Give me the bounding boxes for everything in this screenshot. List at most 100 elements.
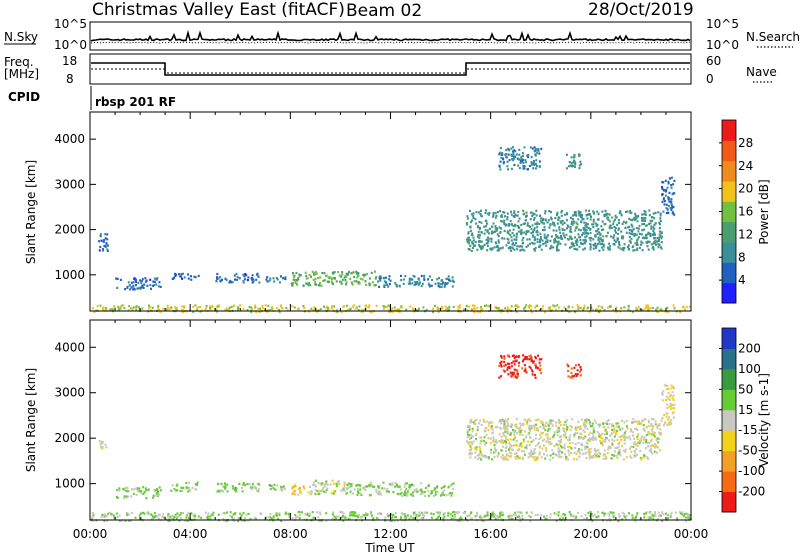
colorbar-segment: [722, 389, 736, 411]
echo-region-7: [310, 479, 347, 496]
freq-left-tick-bottom: 8: [66, 72, 74, 86]
velocity-ylabel: Slant Range [km]: [24, 368, 38, 472]
velocity-yaxis: 1000 2000 3000 4000: [54, 340, 691, 491]
ytick-label: 4000: [54, 132, 85, 146]
velocity-xticks: [89, 320, 692, 520]
nave-trace: [91, 68, 690, 74]
colorbar-tick-label: -200: [738, 485, 765, 499]
time-tick-label: 04:00: [173, 527, 208, 541]
time-tick-label: 20:00: [574, 527, 609, 541]
echo-region-1: [98, 233, 109, 252]
colorbar-tick-label: 50: [738, 382, 753, 396]
noise-search-trace: [90, 41, 690, 44]
velocity-colorbar-label: Velocity [m s-1]: [757, 373, 771, 467]
time-axis-labels: 00:00 04:00 08:00 12:00 16:00 20:00 00:00: [73, 527, 709, 541]
ytick-label: 1000: [54, 477, 85, 491]
colorbar-tick-label: -100: [738, 464, 765, 478]
colorbar-tick-label: 24: [738, 159, 753, 173]
echo-region-6: [290, 270, 379, 287]
ytick-label: 2000: [54, 223, 85, 237]
noise-panel-frame: [89, 21, 692, 51]
nave-right-tick-bottom: 0: [706, 72, 714, 86]
colorbar-tick-label: 8: [738, 250, 746, 264]
ytick-label: 4000: [54, 340, 85, 354]
colorbar-tick-label: -50: [738, 444, 758, 458]
colorbar-segment: [722, 140, 736, 162]
power-echoes: [91, 146, 691, 314]
echo-region-9: [465, 417, 663, 461]
echo-region-0: [91, 304, 691, 314]
time-tick-label: 08:00: [273, 527, 308, 541]
colorbar-segment: [722, 282, 736, 304]
station-title: Christmas Valley East (fitACF): [92, 0, 345, 20]
colorbar-tick-label: 100: [738, 362, 761, 376]
noise-right-tick-bottom: 10^0: [706, 38, 739, 52]
colorbar-segment: [722, 471, 736, 493]
noise-sky-trace: [90, 29, 691, 42]
echo-region-5: [265, 275, 287, 284]
echo-region-11: [566, 363, 583, 379]
power-yaxis: 1000 2000 3000 4000: [54, 132, 691, 282]
colorbar-segment: [722, 348, 736, 370]
power-ylabel: Slant Range [km]: [24, 160, 38, 264]
colorbar-tick-label: -15: [738, 423, 758, 437]
nave-label: Nave: [746, 65, 777, 79]
colorbar-segment: [722, 450, 736, 472]
velocity-echoes: [90, 354, 692, 523]
ytick-label: 3000: [54, 386, 85, 400]
freq-left-tick-top: 18: [62, 54, 77, 68]
ytick-label: 2000: [54, 431, 85, 445]
ytick-label: 3000: [54, 177, 85, 191]
colorbar-tick-label: 20: [738, 182, 753, 196]
echo-region-6: [291, 483, 312, 496]
echo-region-1: [98, 439, 108, 450]
colorbar-segment: [722, 181, 736, 202]
echo-region-8: [346, 481, 455, 498]
colorbar-segment: [722, 430, 736, 452]
colorbar-segment: [722, 160, 736, 182]
colorbar-segment: [722, 491, 736, 513]
echo-region-0: [90, 510, 692, 523]
colorbar-frame: [721, 327, 737, 513]
power-colorbar-label: Power [dB]: [757, 179, 771, 244]
colorbar-segment: [722, 328, 736, 349]
power-colorbar: 4 8 12 16 20 24 28: [719, 119, 753, 304]
echo-region-9: [498, 146, 543, 171]
noise-right-tick-top: 10^5: [706, 17, 739, 31]
echo-region-12: [661, 383, 676, 427]
colorbar-tick-label: 4: [738, 273, 746, 287]
colorbar-tick-label: 16: [738, 205, 753, 219]
echo-region-2: [116, 486, 162, 500]
colorbar-tick-label: 15: [738, 403, 753, 417]
power-panel: 1000 2000 3000 4000 Slant Range [km] 4 8 12 16…: [24, 111, 771, 314]
cpid-row: CPID rbsp 201 RF: [8, 86, 176, 110]
colorbar-tick-label: 28: [738, 136, 753, 150]
colorbar-segment: [722, 368, 736, 390]
echo-region-4: [216, 481, 261, 493]
noise-left-tick-top: 10^5: [54, 17, 87, 31]
colorbar-tick-label: 200: [738, 341, 761, 355]
echo-region-11: [661, 176, 676, 217]
echo-region-10: [498, 354, 543, 379]
colorbar-segment: [722, 221, 736, 243]
colorbar-segment: [722, 120, 736, 141]
echo-region-7: [378, 274, 455, 289]
noise-panel: N.Sky 10^5 10^0 10^5 10^0 N.Search: [4, 17, 800, 52]
frequency-trace: [91, 62, 690, 76]
noise-sky-label: N.Sky: [4, 30, 38, 44]
echo-region-8: [465, 209, 663, 253]
velocity-panel: 1000 2000 3000 4000 Slant Range [km] -200 -1…: [24, 319, 771, 523]
colorbar-segment: [722, 242, 736, 263]
date-label: 28/Oct/2019: [588, 0, 694, 20]
colorbar-segment: [722, 409, 736, 431]
frequency-panel: Freq. [MHz] 18 8 60 0 Nave: [4, 53, 777, 86]
cpid-label: CPID: [8, 90, 40, 104]
freq-label-line2: [MHz]: [4, 67, 39, 81]
noise-left-tick-bottom: 10^0: [54, 38, 87, 52]
time-tick-label: 16:00: [473, 527, 508, 541]
echo-region-3: [171, 272, 200, 281]
echo-region-2: [115, 277, 162, 291]
time-tick-label: 00:00: [73, 527, 108, 541]
echo-region-5: [268, 483, 286, 492]
